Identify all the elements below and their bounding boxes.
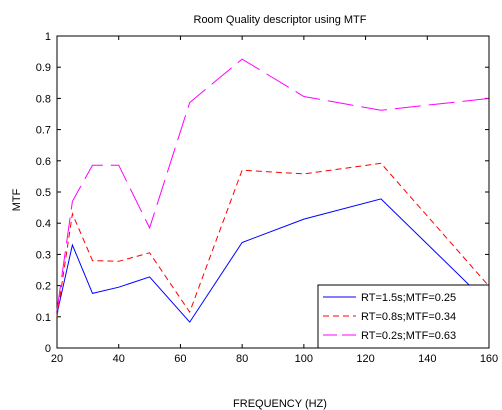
x-tick-label: 160 xyxy=(480,353,498,365)
y-tick-label: 1 xyxy=(45,31,51,43)
y-tick-label: 0 xyxy=(45,343,51,355)
x-tick-label: 40 xyxy=(113,353,125,365)
x-tick-label: 140 xyxy=(418,353,436,365)
x-tick-label: 60 xyxy=(174,353,186,365)
y-tick-label: 0.5 xyxy=(36,187,51,199)
legend-label: RT=0.2s;MTF=0.63 xyxy=(361,330,456,342)
y-tick-label: 0.1 xyxy=(36,312,51,324)
x-axis-title: FREQUENCY (HZ) xyxy=(233,398,327,410)
y-tick-label: 0.2 xyxy=(36,281,51,293)
y-tick-label: 0.6 xyxy=(36,156,51,168)
y-tick-label: 0.7 xyxy=(36,125,51,137)
chart-title: Room Quality descriptor using MTF xyxy=(194,14,367,26)
series-line xyxy=(56,198,490,323)
x-tick-label: 120 xyxy=(356,353,374,365)
legend-label: RT=1.5s;MTF=0.25 xyxy=(361,292,456,304)
legend: RT=1.5s;MTF=0.25 RT=0.8s;MTF=0.34 RT=0.2s;… xyxy=(317,284,490,349)
x-tick-label: 20 xyxy=(51,353,63,365)
y-axis-title: MTF xyxy=(11,188,23,211)
legend-label: RT=0.8s;MTF=0.34 xyxy=(361,311,456,323)
series-layer xyxy=(56,58,490,323)
series-line xyxy=(56,58,490,311)
y-tick-label: 0.4 xyxy=(36,218,51,230)
y-tick-label: 0.8 xyxy=(36,93,51,105)
y-tick-label: 0.3 xyxy=(36,249,51,261)
axis-ticks: 20 40 60 80 100 120 140 160 0 0.1 0.2 0.3 0.4 0.5 0.6 0… xyxy=(36,31,498,365)
x-tick-label: 80 xyxy=(236,353,248,365)
x-tick-label: 100 xyxy=(295,353,313,365)
y-tick-label: 0.9 xyxy=(36,62,51,74)
